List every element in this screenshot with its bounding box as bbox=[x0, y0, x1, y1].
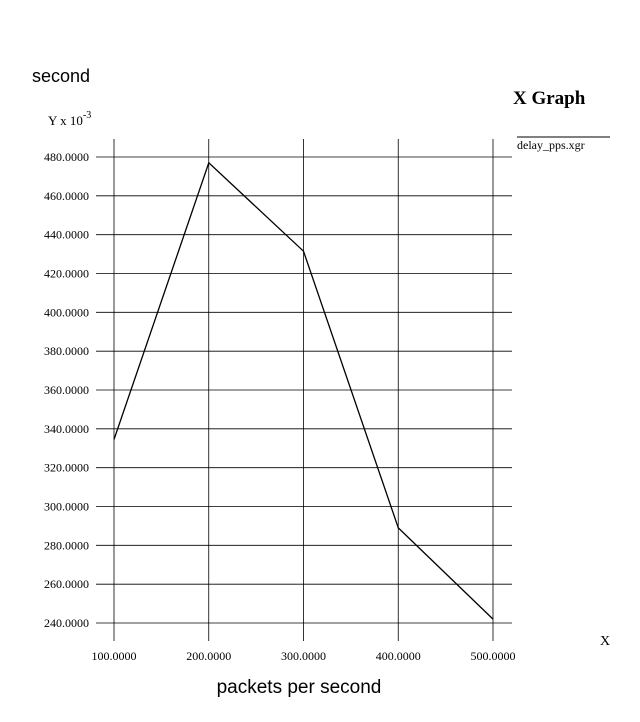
chart-title: X Graph bbox=[513, 88, 586, 109]
x-tick-label: 500.0000 bbox=[471, 649, 516, 663]
y-tick-label: 480.0000 bbox=[44, 150, 89, 164]
y-tick-label: 280.0000 bbox=[44, 538, 89, 552]
x-axis-title: packets per second bbox=[217, 677, 382, 698]
y-tick-label: 460.0000 bbox=[44, 189, 89, 203]
x-tick-label: 400.0000 bbox=[376, 649, 421, 663]
y-axis-title: second bbox=[32, 66, 90, 86]
x-tick-label: 200.0000 bbox=[186, 649, 231, 663]
y-tick-labels: 240.0000 260.0000 280.0000 300.0000 320.0000… bbox=[44, 150, 89, 630]
y-tick-label: 340.0000 bbox=[44, 422, 89, 436]
y-tick-label: 440.0000 bbox=[44, 228, 89, 242]
x-tick-labels: 100.0000 200.0000 300.0000 400.0000 500.0000 bbox=[92, 649, 516, 663]
x-axis-letter: X bbox=[600, 634, 610, 649]
series-line bbox=[113, 161, 494, 620]
y-tick-label: 240.0000 bbox=[44, 616, 89, 630]
y-tick-label: 380.0000 bbox=[44, 344, 89, 358]
y-scale-exponent: -3 bbox=[83, 110, 91, 121]
y-tick-label: 400.0000 bbox=[44, 305, 89, 319]
x-tick-label: 100.0000 bbox=[92, 649, 137, 663]
y-scale-label: Y x 10-3 bbox=[48, 110, 91, 128]
series-layer bbox=[113, 161, 494, 620]
y-tick-label: 360.0000 bbox=[44, 383, 89, 397]
y-tick-label: 260.0000 bbox=[44, 577, 89, 591]
y-scale-base: Y x 10 bbox=[48, 113, 83, 128]
y-tick-label: 420.0000 bbox=[44, 267, 89, 281]
y-tick-label: 300.0000 bbox=[44, 500, 89, 514]
grid bbox=[96, 139, 512, 641]
x-tick-label: 300.0000 bbox=[281, 649, 326, 663]
y-tick-label: 320.0000 bbox=[44, 461, 89, 475]
legend-label: delay_pps.xgr bbox=[517, 138, 585, 152]
